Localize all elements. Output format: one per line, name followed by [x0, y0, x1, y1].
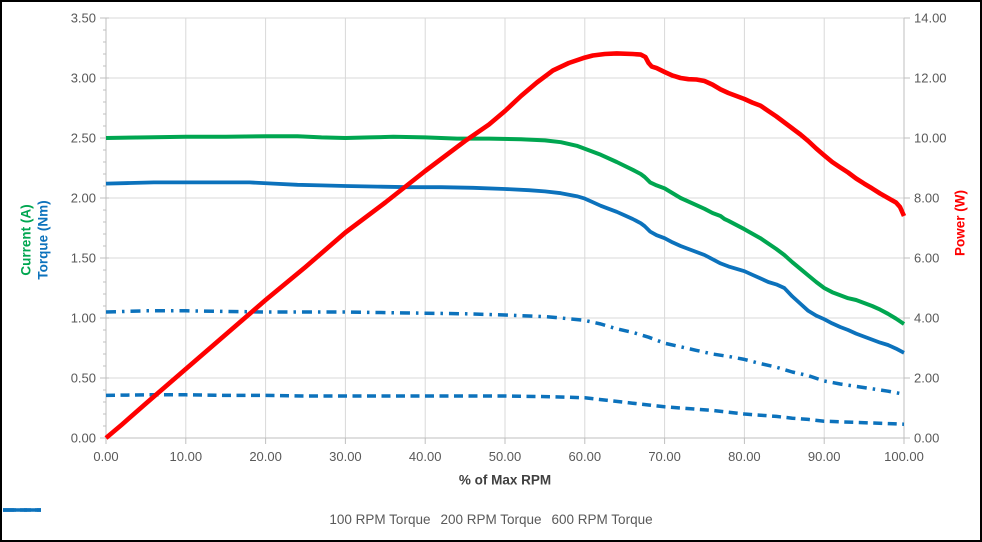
x-axis-title: % of Max RPM: [458, 472, 552, 488]
right-axis-tick-label: 8.00: [914, 191, 939, 206]
x-axis-tick-label: 60.00: [569, 449, 602, 464]
left-axis-tick-label: 3.00: [71, 71, 96, 86]
series-current-line: [105, 134, 906, 326]
legend-item-100-rpm-torque[interactable]: 100 RPM Torque: [3, 508, 431, 527]
left-axis-tick-label: 3.50: [71, 11, 96, 26]
x-axis-tick-label: 80.00: [728, 449, 761, 464]
series-100-rpm-torque-line: [105, 180, 905, 355]
legend-item-200-rpm-torque[interactable]: 200 RPM Torque: [3, 508, 542, 527]
left-axis-tick-label: 1.50: [71, 251, 96, 266]
x-axis-tick-label: 40.00: [409, 449, 442, 464]
left-axis-title-current: Current (A): [18, 204, 34, 276]
series-200-rpm-torque-line: [105, 309, 905, 396]
right-axis-tick-label: 10.00: [914, 131, 947, 146]
legend-item-600-rpm-torque[interactable]: 600 RPM Torque: [3, 508, 653, 527]
left-axis-tick-label: 2.50: [71, 131, 96, 146]
series-power-line: [104, 51, 907, 440]
legend-label: 100 RPM Torque: [329, 511, 431, 527]
legend-label: 200 RPM Torque: [440, 511, 542, 527]
x-axis-tick-label: 0.00: [93, 449, 118, 464]
x-axis-tick-label: 100.00: [884, 449, 924, 464]
left-axis-tick-label: 2.00: [71, 191, 96, 206]
x-axis-tick-label: 10.00: [170, 449, 203, 464]
right-axis-tick-label: 2.00: [914, 371, 939, 386]
legend: 100 RPM Torque 200 RPM Torque 600 RPM To…: [2, 506, 980, 532]
right-axis-tick-label: 14.00: [914, 11, 947, 26]
left-axis-title-torque: Torque (Nm): [35, 200, 51, 280]
left-axis-tick-label: 1.00: [71, 311, 96, 326]
right-axis-tick-label: 12.00: [914, 71, 947, 86]
right-axis-tick-label: 0.00: [914, 431, 939, 446]
right-axis-tick-label: 6.00: [914, 251, 939, 266]
legend-line-dashed-icon: [3, 508, 41, 512]
series-600-rpm-torque-line: [105, 393, 905, 426]
x-axis-tick-label: 30.00: [329, 449, 362, 464]
right-axis-tick-label: 4.00: [914, 311, 939, 326]
right-axis-title-power: Power (W): [952, 190, 968, 256]
left-axis-tick-label: 0.00: [71, 431, 96, 446]
x-axis-tick-label: 90.00: [808, 449, 841, 464]
legend-label: 600 RPM Torque: [551, 511, 653, 527]
x-axis-tick-label: 50.00: [489, 449, 522, 464]
x-axis-tick-label: 20.00: [249, 449, 282, 464]
left-axis-tick-label: 0.50: [71, 371, 96, 386]
x-axis-tick-label: 70.00: [648, 449, 681, 464]
